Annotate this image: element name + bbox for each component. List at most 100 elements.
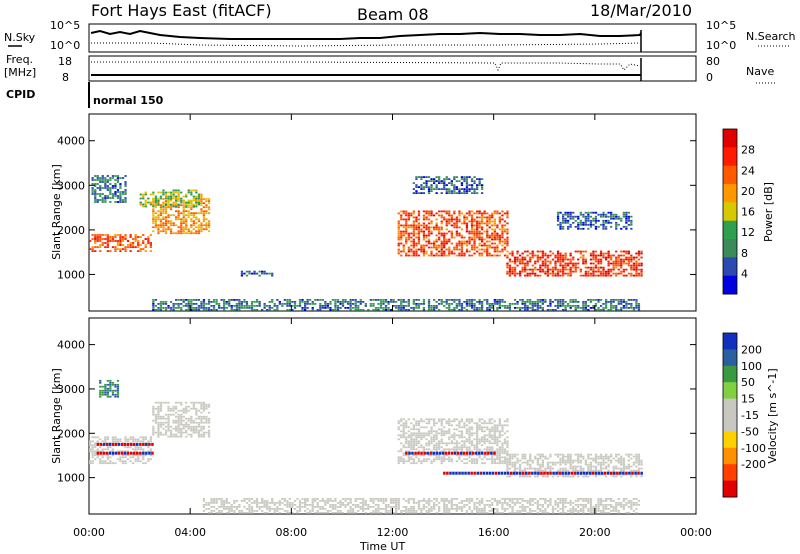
power-cell: [197, 232, 201, 235]
velocity-cell: [415, 454, 418, 457]
power-cell: [293, 305, 297, 307]
power-cell: [511, 270, 514, 273]
power-cell: [164, 222, 168, 225]
velocity-cell: [564, 512, 567, 514]
power-cell: [630, 258, 633, 261]
power-cell: [205, 206, 208, 209]
velocity-cell: [453, 504, 456, 506]
velocity-cell: [511, 500, 514, 502]
velocity-cell: [321, 506, 324, 508]
power-cell: [238, 299, 241, 301]
velocity-cell: [245, 502, 249, 504]
velocity-cell: [556, 469, 560, 472]
power-cell: [602, 215, 605, 218]
velocity-cell: [567, 453, 570, 456]
velocity-cell: [111, 383, 115, 386]
power-cell: [197, 201, 201, 204]
power-cell: [612, 299, 615, 301]
power-cell: [202, 309, 206, 311]
power-cell: [627, 252, 630, 255]
power-cell: [347, 303, 350, 305]
power-cell: [602, 223, 605, 226]
velocity-cell: [177, 425, 180, 428]
velocity-cell: [187, 409, 190, 412]
power-cell: [498, 301, 501, 303]
power-cell: [617, 256, 620, 259]
power-cell: [574, 268, 577, 271]
power-cell: [99, 236, 102, 238]
power-cell: [417, 218, 421, 221]
power-cell: [602, 227, 605, 230]
power-cell: [513, 256, 517, 259]
velocity-cell: [364, 504, 367, 506]
power-cell: [180, 230, 183, 233]
power-cell: [620, 299, 623, 301]
power-cell: [357, 305, 360, 307]
power-cell: [602, 270, 605, 273]
power-cell: [605, 305, 608, 307]
power-cell: [478, 216, 481, 219]
power-cell: [513, 260, 517, 263]
power-cell: [567, 219, 570, 222]
power-cell: [427, 226, 431, 229]
power-cell: [460, 309, 464, 311]
power-cell: [594, 250, 598, 253]
power-cell: [562, 309, 565, 311]
power-cell: [405, 230, 408, 233]
power-cell: [288, 299, 292, 301]
velocity-cell: [498, 424, 501, 427]
power-cell: [359, 303, 362, 305]
power-cell: [602, 309, 605, 311]
power-cell: [111, 195, 115, 197]
velocity-cell: [435, 434, 438, 437]
power-cell: [498, 220, 501, 223]
power-cell: [116, 179, 120, 181]
velocity-cell: [511, 473, 514, 476]
power-cell: [392, 301, 395, 303]
velocity-cell: [359, 506, 362, 508]
power-cell: [119, 201, 122, 203]
velocity-cell: [167, 423, 170, 426]
velocity-cell: [536, 459, 539, 462]
power-cell: [559, 221, 562, 224]
power-cell: [501, 228, 504, 231]
velocity-cell: [481, 450, 484, 453]
power-cell: [400, 309, 403, 311]
velocity-cell: [412, 444, 415, 447]
velocity-cell: [101, 391, 104, 394]
velocity-cell: [544, 469, 547, 472]
power-cell: [400, 216, 403, 219]
velocity-cell: [91, 452, 94, 455]
velocity-cell: [326, 500, 329, 502]
power-cell: [400, 224, 403, 227]
power-cell: [516, 256, 519, 259]
power-cell: [521, 303, 524, 305]
power-cell: [577, 307, 580, 309]
power-cell: [594, 270, 598, 273]
power-cell: [468, 190, 471, 193]
power-cell: [569, 252, 572, 255]
velocity-cell: [529, 508, 532, 510]
power-cell: [488, 309, 491, 311]
power-cell: [597, 274, 600, 277]
velocity-cell: [478, 510, 481, 512]
velocity-cell: [498, 446, 501, 449]
power-cell: [420, 228, 423, 231]
velocity-cell: [544, 512, 547, 514]
velocity-cell: [341, 504, 345, 506]
velocity-cell: [501, 506, 504, 508]
power-cell: [433, 305, 436, 307]
velocity-cell: [116, 391, 120, 394]
velocity-cell: [501, 508, 504, 510]
power-cell: [185, 299, 188, 301]
power-cell: [493, 224, 496, 227]
power-cell: [625, 256, 628, 259]
power-cell: [195, 307, 198, 309]
power-cell: [129, 244, 132, 246]
velocity-cell: [157, 415, 160, 418]
power-cell: [397, 299, 400, 301]
power-cell: [486, 228, 489, 231]
power-cell: [250, 309, 254, 311]
power-cell: [167, 222, 170, 225]
power-cell: [172, 305, 175, 307]
